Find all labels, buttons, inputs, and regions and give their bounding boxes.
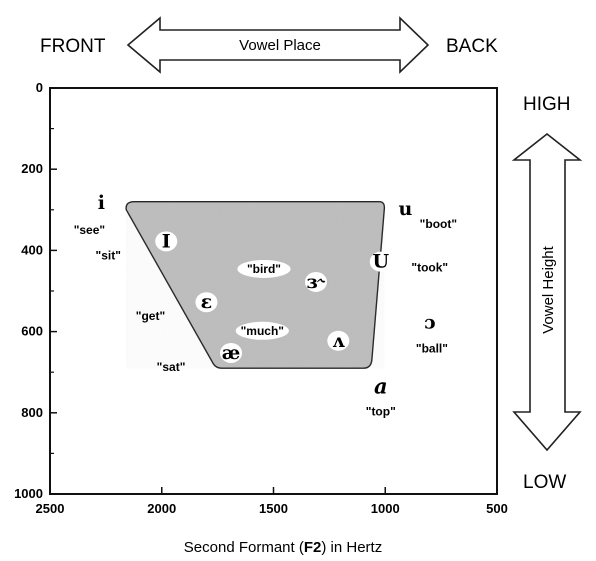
y-tick-label: 0 [36, 80, 43, 95]
vowel-point: I "sit" [96, 230, 178, 262]
vowel-example-word: "ball" [416, 342, 448, 356]
front-label: FRONT [40, 36, 106, 57]
vowel-example-word: "see" [74, 223, 105, 237]
x-tick-label: 500 [486, 501, 508, 516]
vowel-symbol: ɜ˞ [307, 271, 326, 293]
x-tick-label: 2500 [36, 501, 65, 516]
vowel-example-word: "top" [366, 405, 396, 419]
y-tick-label: 400 [21, 242, 43, 257]
back-label: BACK [446, 36, 498, 57]
y-tick-label: 800 [21, 405, 43, 420]
vowel-symbol-bg [220, 342, 243, 363]
vowel-point: æ "sat" [157, 342, 243, 374]
vowel-word-bg [235, 321, 289, 340]
vowel-symbol-bg [304, 271, 327, 292]
vowel-symbol: a [374, 374, 388, 399]
vowel-symbol-bg [327, 330, 350, 351]
vowel-point: ɛ "get" [136, 291, 218, 323]
vowel-space-texture [126, 201, 385, 369]
vowel-symbol-bg [195, 292, 218, 313]
x-tick-label: 1500 [259, 501, 288, 516]
x-tick-label: 2000 [147, 501, 176, 516]
vowel-height-arrow [511, 132, 583, 452]
vowel-symbol: i [98, 192, 105, 214]
vowel-example-word: "sit" [96, 248, 121, 262]
vowel-symbol: ʌ [332, 330, 345, 352]
vowel-symbol: ɛ [201, 291, 213, 313]
vowel-point: ɜ˞ "bird" [237, 259, 327, 293]
vowel-word-bg [237, 259, 291, 278]
x-axis-title-part-2: F2 [304, 539, 322, 556]
vowel-symbol-bg [155, 231, 178, 252]
vowel-point: i "see" [74, 192, 105, 237]
x-axis-title-part-1: Second Formant ( [184, 539, 304, 556]
vowel-symbol-bg [369, 251, 392, 272]
vowel-point: a "top" [366, 374, 396, 419]
vowel-example-word: "bird" [247, 262, 281, 276]
vowel-example-word: "boot" [420, 217, 457, 231]
vowel-place-label: Vowel Place [239, 37, 321, 54]
vowel-height-label: Vowel Height [540, 245, 557, 333]
low-label: LOW [523, 472, 566, 493]
x-axis-title-part-3: ) in Hertz [321, 539, 382, 556]
vowel-point: ɔ "ball" [416, 312, 448, 356]
y-tick-label: 600 [21, 324, 43, 339]
vowel-symbol: æ [222, 342, 241, 364]
vowel-point: u "boot" [398, 198, 457, 231]
vowel-point: U "took" [369, 251, 448, 275]
vowel-point: ʌ "much" [235, 321, 350, 352]
vowel-place-arrow [126, 16, 430, 74]
vowel-example-word: "took" [411, 261, 448, 275]
vowel-symbol: U [372, 251, 389, 273]
vowel-example-word: "much" [241, 324, 284, 338]
y-tick-label: 200 [21, 161, 43, 176]
x-tick-label: 1000 [371, 501, 400, 516]
x-axis-title: Second Formant (F2) in Hertz [184, 539, 382, 556]
vowel-example-word: "sat" [157, 360, 186, 374]
vowel-symbol: u [398, 198, 412, 220]
vowel-symbol: ɔ [424, 312, 436, 334]
vowel-example-word: "get" [136, 309, 165, 323]
vowel-symbol: I [162, 230, 171, 252]
y-tick-label: 1000 [14, 486, 43, 501]
high-label: HIGH [523, 94, 571, 115]
